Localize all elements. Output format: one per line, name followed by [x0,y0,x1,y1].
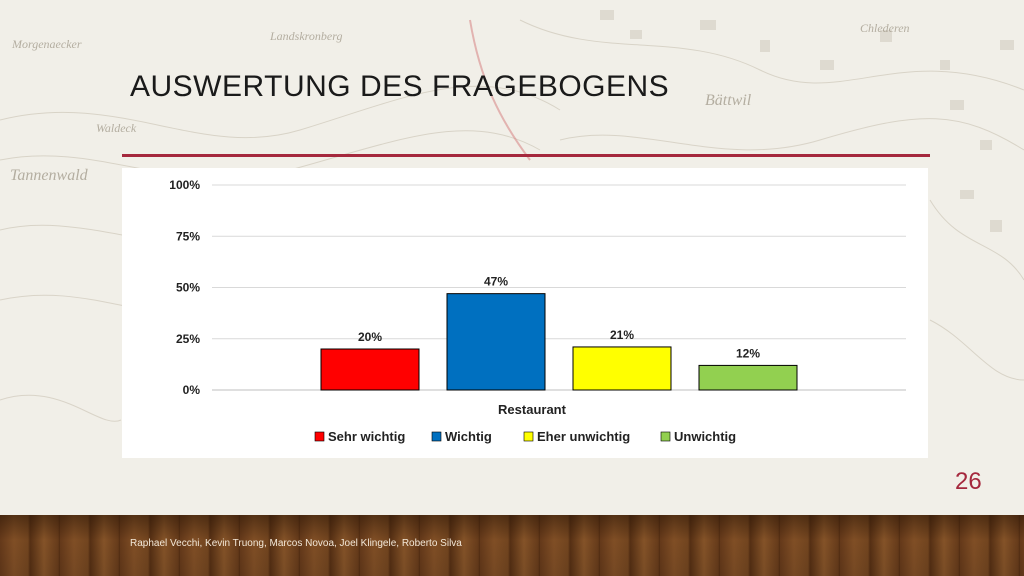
data-label: 12% [736,346,760,360]
legend-swatch [431,431,442,442]
data-label: 21% [610,328,634,342]
topographic-map-background: Morgenaecker Landskronberg Bättwil Chled… [0,10,1024,422]
bar-eher-unwichtig [572,346,672,391]
chart-panel: 0% 25% 50% 75% 100% 20% 47% 21% 12% Restaurant S… [122,168,928,458]
y-tick-label: 50% [176,281,200,295]
map-label-morgenaecker: Morgenaecker [11,37,82,51]
map-label-tannenwald: Tannenwald [10,167,89,184]
y-tick-label: 0% [183,383,201,397]
bar-unwichtig [698,364,798,391]
data-label: 47% [484,275,508,289]
map-label-baettwil: Bättwil [705,92,752,109]
legend-item: Unwichtig [660,429,736,444]
slide-title: AUSWERTUNG DES FRAGEBOGENS [130,70,670,103]
data-label: 20% [358,330,382,344]
floor-shading [0,515,1024,576]
map-label-waldeck: Waldeck [96,121,137,135]
legend-label: Unwichtig [674,429,736,444]
legend-label: Wichtig [445,429,492,444]
legend-swatch [660,431,671,442]
title-divider [122,154,930,157]
page-number: 26 [955,468,982,495]
footer-authors: Raphael Vecchi, Kevin Truong, Marcos Nov… [130,538,462,549]
legend-item: Wichtig [431,429,492,444]
legend-item: Eher unwichtig [523,429,630,444]
y-tick-label: 25% [176,332,200,346]
bar-sehr-wichtig [320,348,420,391]
legend-label: Sehr wichtig [328,429,405,444]
y-tick-label: 75% [176,229,200,243]
legend-swatch [523,431,534,442]
legend-swatch [314,431,325,442]
bar-chart: 0% 25% 50% 75% 100% 20% 47% 21% 12% Restaurant S… [169,178,906,444]
bar-wichtig [446,293,546,391]
x-axis-category-label: Restaurant [498,402,567,417]
map-label-landskronberg: Landskronberg [269,29,342,43]
legend-label: Eher unwichtig [537,429,630,444]
legend-item: Sehr wichtig [314,429,405,444]
map-label-chlederen: Chlederen [860,21,910,35]
y-tick-label: 100% [169,178,200,192]
